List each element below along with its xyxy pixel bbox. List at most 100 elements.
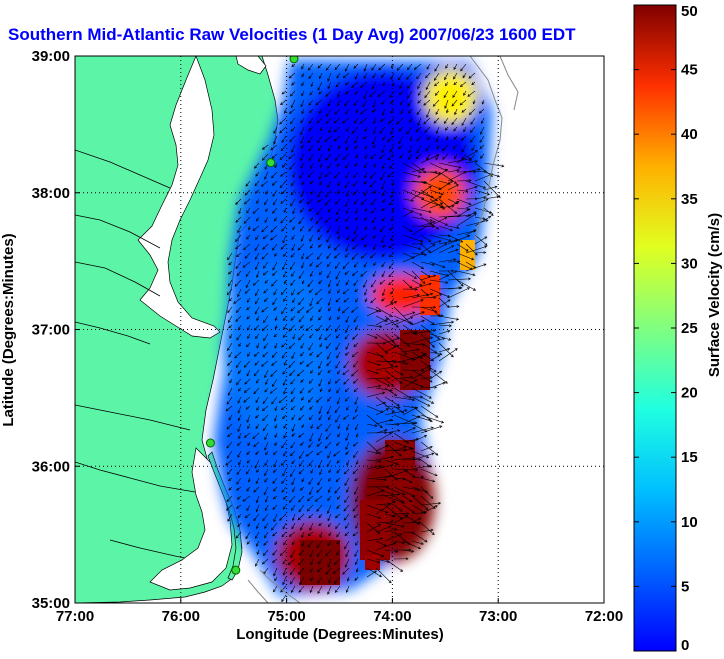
velocity-arrow-head	[283, 425, 287, 429]
velocity-arrow	[402, 312, 415, 317]
velocity-arrow	[447, 169, 460, 173]
velocity-arrow-head	[309, 335, 312, 339]
velocity-arrow-head	[310, 425, 314, 429]
velocity-arrow	[356, 432, 359, 438]
velocity-arrow-head	[291, 433, 295, 437]
velocity-arrow	[328, 531, 332, 536]
velocity-arrow-head	[454, 156, 457, 160]
velocity-arrow-head	[316, 489, 320, 493]
velocity-arrow	[310, 468, 314, 474]
velocity-arrow	[238, 387, 242, 392]
velocity-arrow	[263, 270, 269, 276]
velocity-arrow	[438, 234, 451, 237]
velocity-arrow-head	[316, 328, 319, 332]
velocity-arrow	[411, 450, 429, 458]
velocity-arrow-head	[435, 111, 439, 115]
velocity-arrow-head	[398, 128, 402, 132]
velocity-arrow	[242, 495, 251, 502]
velocity-arrow-head	[228, 325, 232, 329]
velocity-arrow	[281, 342, 287, 348]
velocity-arrow-head	[327, 103, 331, 107]
velocity-arrow-head	[378, 67, 382, 71]
velocity-arrow	[366, 513, 381, 519]
velocity-arrow-head	[264, 219, 268, 224]
velocity-arrow	[345, 171, 350, 179]
velocity-arrow	[426, 108, 431, 118]
velocity-arrow-head	[351, 256, 355, 260]
velocity-arrow-head	[317, 199, 321, 203]
velocity-arrow	[264, 216, 269, 223]
velocity-arrow-head	[353, 264, 357, 268]
velocity-arrow-head	[274, 442, 278, 446]
velocity-arrow-head	[324, 219, 328, 223]
velocity-arrow	[444, 99, 449, 109]
velocity-arrow-head	[282, 355, 285, 359]
velocity-arrow-head	[463, 92, 466, 96]
velocity-arrow-head	[432, 244, 436, 247]
velocity-arrow	[344, 540, 350, 549]
velocity-arrow-head	[237, 371, 241, 375]
velocity-arrow	[429, 202, 443, 209]
velocity-arrow	[318, 432, 323, 442]
velocity-arrow	[369, 90, 377, 97]
velocity-arrow	[335, 477, 341, 482]
velocity-arrow-head	[317, 590, 321, 594]
velocity-arrow	[253, 441, 260, 447]
velocity-arrow-head	[442, 381, 446, 385]
velocity-arrow	[291, 243, 296, 251]
velocity-arrow	[345, 342, 350, 350]
velocity-arrow	[393, 457, 415, 461]
velocity-arrow-head	[292, 174, 296, 178]
velocity-arrow	[402, 225, 413, 232]
velocity-arrow	[275, 315, 278, 321]
velocity-arrow	[445, 63, 449, 69]
velocity-arrow	[408, 153, 413, 160]
velocity-arrow-head	[309, 492, 312, 496]
velocity-arrow-head	[291, 517, 295, 522]
velocity-arrow	[429, 171, 441, 175]
velocity-arrow	[411, 216, 433, 222]
velocity-arrow-head	[354, 478, 358, 482]
velocity-arrow	[411, 352, 427, 362]
velocity-arrow-head	[354, 146, 358, 150]
velocity-arrow	[370, 279, 377, 288]
velocity-arrow	[373, 162, 377, 168]
velocity-arrow	[444, 72, 449, 80]
velocity-arrow	[270, 144, 278, 151]
velocity-arrow	[420, 414, 444, 423]
velocity-arrow-head	[246, 541, 250, 545]
velocity-arrow-head	[318, 337, 322, 341]
velocity-arrow	[254, 162, 260, 169]
velocity-arrow-head	[308, 463, 312, 467]
velocity-arrow	[237, 225, 242, 233]
velocity-arrow	[436, 144, 440, 149]
velocity-arrow	[364, 63, 368, 72]
velocity-arrow	[337, 369, 341, 375]
velocity-arrow-head	[279, 185, 283, 189]
velocity-arrow-head	[404, 409, 408, 413]
velocity-arrow	[380, 171, 386, 180]
velocity-arrow-head	[381, 218, 385, 222]
velocity-arrow	[420, 502, 441, 506]
velocity-arrow-head	[416, 348, 420, 352]
velocity-arrow	[318, 369, 323, 376]
velocity-arrow	[255, 171, 260, 177]
velocity-arrow-head	[308, 380, 312, 384]
velocity-arrow-head	[335, 347, 339, 351]
velocity-arrow-head	[454, 181, 458, 184]
velocity-arrow	[333, 450, 341, 457]
velocity-arrow	[375, 456, 394, 461]
velocity-arrow-head	[318, 383, 322, 387]
velocity-arrow-head	[334, 589, 338, 593]
velocity-arrow-head	[454, 348, 458, 351]
velocity-arrow-head	[245, 285, 249, 289]
velocity-arrow-head	[264, 525, 267, 529]
velocity-arrow	[355, 405, 359, 413]
velocity-arrow	[310, 567, 314, 573]
velocity-arrow	[391, 63, 395, 68]
velocity-arrow-head	[386, 485, 390, 489]
velocity-arrow	[310, 216, 314, 221]
velocity-arrow-head	[428, 395, 432, 399]
velocity-arrow-head	[246, 236, 250, 240]
velocity-arrow	[390, 189, 395, 198]
